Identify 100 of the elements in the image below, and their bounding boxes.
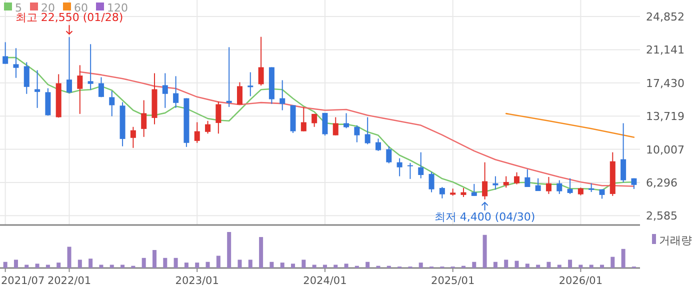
candlestick [258,36,264,86]
bar [536,264,540,268]
candlestick [88,44,94,90]
bar [184,262,188,268]
candlestick [141,100,147,138]
bar [248,260,252,268]
bar [482,234,487,268]
candlestick [546,176,552,194]
candlestick [460,187,466,198]
bar [206,262,210,268]
bar [56,262,61,268]
candlestick [396,158,402,177]
bar [610,256,615,268]
candlestick [109,90,115,117]
bar [163,258,168,268]
candlestick [34,70,40,108]
candlestick [13,48,19,78]
bar [238,260,242,268]
candlestick [354,124,360,143]
candlestick [482,162,488,200]
bar [568,260,572,268]
y-tick-label: 6,296 [646,176,678,190]
candlestick [2,42,8,64]
candlestick [216,101,222,134]
bar [120,264,125,268]
bar [280,262,284,268]
y-tick-label: 17,430 [646,76,684,90]
bar [152,250,156,268]
bar [174,258,178,268]
x-tick-label: 2022/01 [47,275,92,287]
line-series [79,71,635,187]
bar [322,264,327,268]
candlestick [77,64,83,114]
bar [578,264,583,268]
bar [514,260,519,268]
bar [216,256,220,268]
annotation: 최저 4,400 (04/30) [434,210,536,224]
legend-label: 거래량 [659,234,692,247]
candlestick [492,176,498,190]
candlestick [312,113,318,128]
candlestick [205,120,211,134]
y-tick-label: 13,719 [646,110,684,124]
candlestick [375,138,381,152]
bar [35,264,40,268]
x-tick-label: 2025/01 [431,275,475,287]
y-tick-label: 2,585 [646,210,678,223]
bar [78,260,82,268]
bar [88,258,93,268]
bar [195,262,200,268]
bar [14,260,18,268]
bar [302,260,306,268]
bar [46,264,50,268]
bar [472,262,476,268]
bar [557,264,562,268]
candlestick [556,180,562,194]
x-tick-label: 2026/01 [558,275,602,287]
candlestick [418,152,424,179]
bar [270,262,274,268]
bar [493,262,498,268]
bar [344,264,348,268]
candlestick [439,186,445,199]
candlestick [162,72,168,108]
candlestick [194,122,200,144]
bar [227,232,232,268]
x-tick-label: 2021/07 [1,275,45,287]
candlestick [386,146,392,164]
bar [259,237,264,268]
bar [418,262,423,268]
candlestick [322,112,328,136]
candlestick [567,178,573,194]
bar [546,262,551,268]
candlestick [514,172,520,185]
line-series [505,112,635,138]
candlestick [364,116,370,145]
bar [366,262,370,268]
candlestick [471,183,477,196]
bar [334,264,338,268]
bar [525,264,530,268]
candlestick [280,80,286,111]
candlestick [428,171,434,193]
candlestick [248,72,254,97]
bar [600,264,604,268]
candlestick [407,162,413,180]
bar [291,264,296,268]
candlestick [503,176,509,188]
candlestick [66,36,72,94]
candlestick [344,112,350,129]
x-tick-label: 2023/01 [175,275,219,287]
candlestick [535,178,541,192]
bar [24,264,29,268]
candlestick [24,62,30,94]
candlestick [173,76,179,108]
candlestick [524,168,530,188]
bar [3,262,8,268]
y-tick-label: 21,141 [646,44,684,57]
candlestick [45,88,51,116]
bar [67,246,72,268]
candlestick [300,106,306,132]
candlestick [130,126,136,148]
bar [312,264,316,268]
